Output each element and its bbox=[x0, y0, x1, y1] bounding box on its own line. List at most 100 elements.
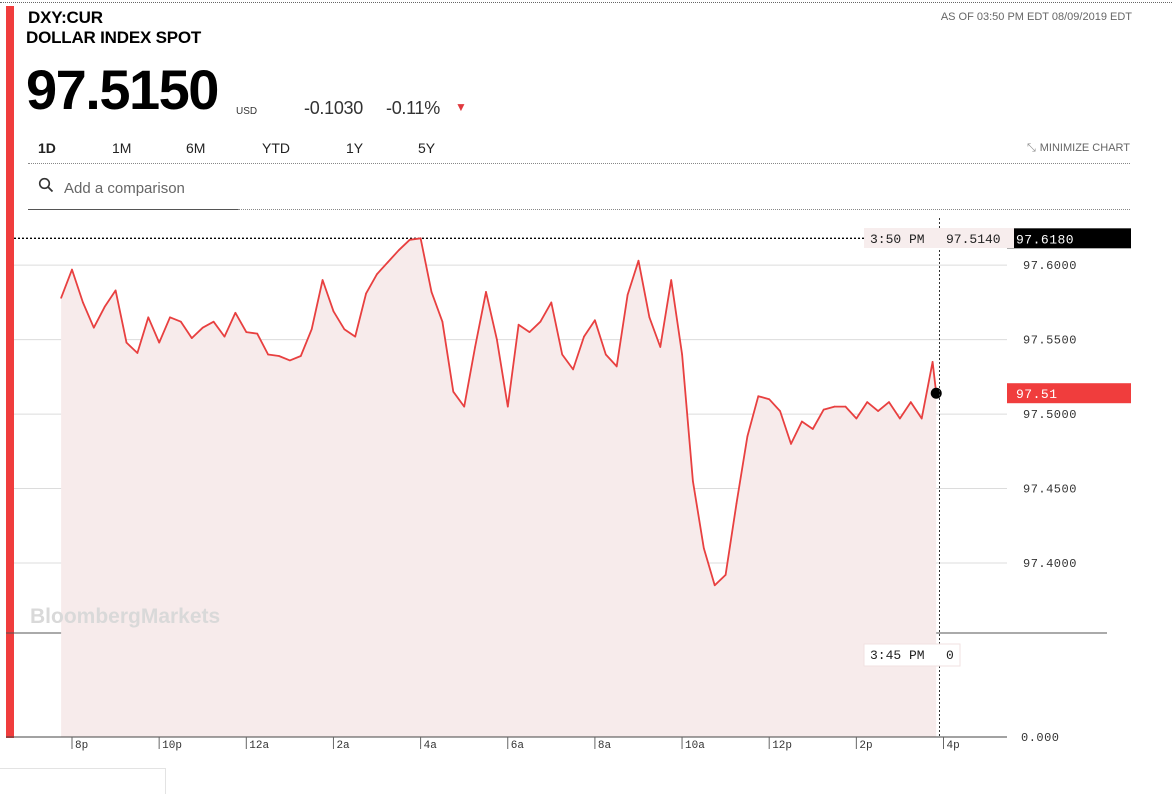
y-tick-label: 97.5500 bbox=[1023, 334, 1077, 348]
as-of-timestamp: AS OF 03:50 PM EDT 08/09/2019 EDT bbox=[940, 11, 1132, 23]
tab-1y[interactable]: 1Y bbox=[346, 140, 364, 156]
data-point bbox=[779, 410, 781, 412]
data-point bbox=[147, 316, 150, 319]
tab-5y[interactable]: 5Y bbox=[418, 140, 436, 156]
data-point bbox=[441, 320, 444, 323]
data-point bbox=[681, 353, 683, 356]
data-point bbox=[713, 584, 716, 587]
data-point bbox=[103, 306, 106, 308]
data-point bbox=[877, 410, 879, 412]
data-point bbox=[71, 268, 73, 271]
crosshair-value: 97.5140 bbox=[946, 232, 1001, 247]
data-point bbox=[517, 323, 520, 326]
data-point bbox=[910, 401, 912, 403]
previous-close-value: 97.6180 bbox=[1016, 232, 1074, 247]
y-tick-label: 97.4500 bbox=[1023, 483, 1077, 497]
data-point bbox=[452, 390, 455, 393]
data-point bbox=[114, 289, 117, 292]
security-name: DOLLAR INDEX SPOT bbox=[26, 28, 202, 47]
data-point bbox=[343, 328, 346, 331]
x-tick-label: 12a bbox=[249, 740, 269, 752]
data-point bbox=[812, 428, 814, 430]
data-point bbox=[169, 316, 171, 319]
chart-fill bbox=[61, 238, 937, 738]
search-divider bbox=[238, 209, 1130, 210]
watermark: BloombergMarkets bbox=[30, 605, 220, 628]
top-rule bbox=[0, 2, 1172, 3]
down-arrow-icon: ▼ bbox=[455, 100, 467, 114]
data-point bbox=[485, 291, 487, 293]
data-point bbox=[354, 335, 357, 338]
minimize-icon: ⤡ bbox=[1026, 142, 1036, 154]
data-point bbox=[670, 279, 672, 281]
data-point bbox=[844, 405, 847, 408]
data-point bbox=[899, 417, 901, 420]
data-point bbox=[855, 417, 858, 420]
data-point bbox=[615, 365, 618, 368]
minimize-chart-button[interactable]: ⤡ MINIMIZE CHART bbox=[1027, 142, 1130, 155]
data-point bbox=[398, 249, 400, 251]
tab-1m[interactable]: 1M bbox=[112, 140, 132, 156]
data-point bbox=[158, 341, 160, 344]
data-point bbox=[267, 353, 269, 356]
x-tick-label: 12p bbox=[772, 740, 792, 752]
data-point bbox=[605, 353, 607, 356]
data-point bbox=[496, 338, 498, 341]
y-tick-label: 97.6000 bbox=[1023, 259, 1077, 273]
x-axis: 8p 10p 12a 2a 4a 6a 8a 10a 12p 2p 4p bbox=[6, 736, 1007, 752]
data-point bbox=[528, 331, 531, 333]
volume-crosshair-tag bbox=[863, 643, 961, 667]
data-point bbox=[245, 331, 248, 333]
data-point bbox=[746, 435, 749, 438]
data-point bbox=[212, 320, 215, 323]
previous-close: 97.6180 bbox=[14, 228, 1131, 249]
data-point bbox=[463, 405, 466, 408]
price-value: 97.5150 bbox=[26, 58, 219, 121]
price-line bbox=[60, 237, 938, 587]
tab-6m[interactable]: 6M bbox=[186, 140, 206, 156]
data-point bbox=[724, 574, 727, 576]
data-point bbox=[637, 259, 640, 262]
data-point bbox=[507, 405, 509, 408]
data-point bbox=[920, 417, 923, 420]
x-tick-label: 6a bbox=[511, 740, 525, 752]
x-tick-label: 8p bbox=[75, 740, 88, 752]
data-point bbox=[790, 443, 792, 445]
tabs-divider bbox=[28, 163, 1130, 164]
x-tick-label: 10a bbox=[685, 740, 705, 752]
accent-bar bbox=[6, 6, 14, 738]
volume-crosshair-value: 0 bbox=[946, 648, 954, 663]
area-fill bbox=[61, 238, 937, 738]
tab-1d[interactable]: 1D bbox=[38, 140, 56, 156]
data-point bbox=[125, 341, 128, 344]
data-point bbox=[408, 239, 411, 241]
data-point bbox=[931, 361, 934, 363]
data-point bbox=[735, 502, 738, 505]
footer-box bbox=[0, 768, 166, 794]
minimize-chart-label: MINIMIZE CHART bbox=[1039, 142, 1130, 154]
data-point bbox=[866, 401, 868, 403]
data-point bbox=[191, 337, 193, 339]
comparison-search-input[interactable]: Add a comparison bbox=[64, 180, 185, 197]
ticker-symbol: DXY:CUR bbox=[28, 8, 103, 27]
crosshair-tag bbox=[864, 228, 1014, 248]
price-series: 97.51 bbox=[60, 237, 1131, 587]
last-price-value: 97.51 bbox=[1016, 387, 1058, 402]
y-axis: 97.6000 97.5500 97.5000 97.4500 97.4000 0.000 bbox=[1021, 259, 1077, 745]
data-point bbox=[594, 319, 596, 322]
data-point bbox=[419, 237, 422, 240]
tab-ytd[interactable]: YTD bbox=[262, 140, 290, 156]
data-point bbox=[234, 312, 237, 314]
data-point bbox=[201, 326, 204, 329]
currency-label: USD bbox=[236, 106, 258, 117]
data-point bbox=[376, 273, 378, 275]
y-tick-label: 97.5000 bbox=[1023, 408, 1077, 422]
data-point bbox=[539, 320, 542, 323]
data-point bbox=[833, 405, 836, 408]
data-point bbox=[430, 291, 433, 293]
data-point bbox=[822, 408, 825, 411]
data-point bbox=[888, 401, 890, 403]
data-point bbox=[82, 301, 84, 304]
data-point bbox=[256, 332, 259, 335]
